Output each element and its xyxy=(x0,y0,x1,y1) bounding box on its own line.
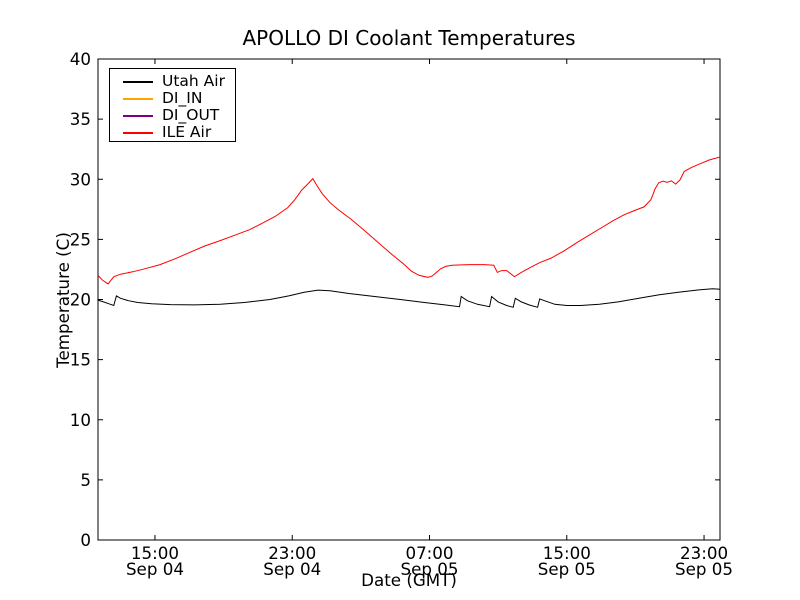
x-tick-label-time: 07:00 xyxy=(405,543,453,563)
legend-line-utah-air xyxy=(123,80,153,83)
legend: Utah Air DI_IN DI_OUT ILE Air xyxy=(109,68,236,142)
legend-line-di-out xyxy=(123,114,153,117)
x-tick-label-date: Sep 05 xyxy=(675,559,733,579)
y-tick-label: 40 xyxy=(70,49,91,69)
x-tick-label-time: 23:00 xyxy=(680,543,728,563)
legend-line-ile-air xyxy=(123,131,153,134)
legend-item-di-out: DI_OUT xyxy=(110,107,235,124)
series-line-ile-air xyxy=(97,156,721,285)
x-tick-label-date: Sep 05 xyxy=(538,559,596,579)
y-tick-label: 35 xyxy=(70,109,91,129)
legend-label: ILE Air xyxy=(162,123,212,141)
y-tick-label: 5 xyxy=(80,470,91,490)
y-tick-label: 30 xyxy=(70,169,91,189)
x-tick-label-date: Sep 04 xyxy=(126,559,184,579)
chart-title: APOLLO DI Coolant Temperatures xyxy=(242,26,576,50)
legend-item-di-in: DI_IN xyxy=(110,90,235,107)
x-tick-label-time: 15:00 xyxy=(543,543,591,563)
x-tick-label-time: 15:00 xyxy=(131,543,179,563)
y-tick-label: 10 xyxy=(70,410,91,430)
y-tick-label: 25 xyxy=(70,229,91,249)
x-axis-label: Date (GMT) xyxy=(361,570,457,590)
legend-line-di-in xyxy=(123,97,153,100)
x-tick-label-date: Sep 05 xyxy=(401,559,459,579)
series-line-utah-air xyxy=(97,288,721,308)
y-axis-label: Temperature (C) xyxy=(53,232,73,368)
legend-label: Utah Air xyxy=(162,72,225,90)
legend-item-utah-air: Utah Air xyxy=(110,73,235,90)
y-tick-label: 15 xyxy=(70,350,91,370)
legend-label: DI_IN xyxy=(162,89,203,107)
x-tick-label-date: Sep 04 xyxy=(263,559,321,579)
legend-item-ile-air: ILE Air xyxy=(110,124,235,141)
legend-label: DI_OUT xyxy=(162,106,220,124)
x-tick-label-time: 23:00 xyxy=(268,543,316,563)
y-tick-label: 0 xyxy=(80,530,91,550)
y-tick-label: 20 xyxy=(70,290,91,310)
